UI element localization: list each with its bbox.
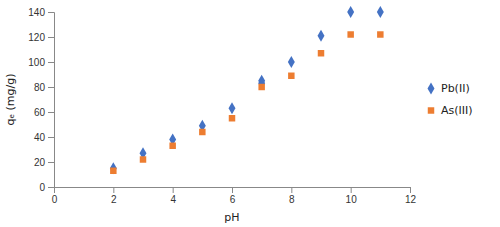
tick-label: 10 — [346, 194, 358, 205]
point — [110, 162, 117, 174]
tick-mark — [48, 112, 54, 113]
tick-mark — [48, 12, 54, 13]
tick-mark — [48, 187, 54, 188]
tick-label: 0 — [52, 194, 58, 205]
series — [110, 31, 383, 174]
tick-label: 100 — [28, 57, 45, 68]
y-axis-title: qₑ (mg/g) — [4, 73, 17, 125]
legend: Pb(II) As(III) — [428, 82, 473, 117]
point — [169, 143, 175, 149]
legend-item: Pb(II) — [428, 82, 470, 95]
point — [377, 6, 384, 18]
point — [258, 84, 264, 90]
tick-label: 120 — [28, 32, 45, 43]
tick: 2 — [111, 187, 117, 205]
legend-item: As(III) — [428, 104, 473, 117]
tick-mark — [232, 187, 233, 193]
point — [199, 129, 205, 135]
tick: 40 — [34, 132, 54, 143]
tick: 10 — [346, 187, 358, 205]
legend-symbol — [428, 107, 434, 113]
point — [347, 6, 354, 18]
tick-mark — [291, 187, 292, 193]
point — [377, 31, 383, 37]
tick-label: 20 — [34, 157, 46, 168]
tick: 8 — [289, 187, 295, 205]
tick-label: 2 — [111, 194, 117, 205]
tick-mark — [410, 187, 411, 193]
point — [318, 50, 324, 56]
legend-label: Pb(II) — [441, 82, 470, 95]
tick-label: 8 — [289, 194, 295, 205]
axis-line — [55, 188, 411, 194]
tick: 0 — [52, 187, 58, 205]
tick: 80 — [34, 82, 54, 93]
tick: 4 — [170, 187, 176, 205]
y-axis: 0 20 40 60 80 100 120 140 — [28, 7, 54, 193]
tick-label: 80 — [34, 82, 46, 93]
point — [229, 102, 236, 114]
tick-mark — [351, 187, 352, 193]
tick: 0 — [39, 182, 54, 193]
tick-mark — [48, 162, 54, 163]
point — [347, 31, 353, 37]
tick-mark — [48, 62, 54, 63]
tick-label: 40 — [34, 132, 46, 143]
point — [229, 115, 235, 121]
legend-label: As(III) — [441, 104, 473, 117]
x-axis: 0 2 4 6 8 10 12 — [52, 187, 417, 205]
tick: 20 — [34, 157, 54, 168]
tick-label: 0 — [39, 182, 45, 193]
plot: 024681012020406080100120140 — [28, 6, 416, 205]
tick-label: 140 — [28, 7, 45, 18]
tick-mark — [173, 187, 174, 193]
point — [318, 30, 325, 42]
tick: 12 — [405, 187, 417, 205]
axis-line — [48, 13, 55, 188]
legend-symbol — [428, 82, 435, 94]
point — [140, 156, 146, 162]
tick: 6 — [230, 187, 236, 205]
tick: 100 — [28, 57, 54, 68]
tick-label: 60 — [34, 107, 46, 118]
tick-label: 12 — [405, 194, 417, 205]
tick-mark — [48, 87, 54, 88]
tick: 120 — [28, 32, 54, 43]
point — [288, 73, 294, 79]
series — [110, 6, 384, 174]
tick-label: 6 — [230, 194, 236, 205]
tick-mark — [48, 137, 54, 138]
tick-mark — [48, 37, 54, 38]
point — [288, 56, 295, 68]
tick-mark — [113, 187, 114, 193]
marks — [110, 6, 384, 174]
tick: 60 — [34, 107, 54, 118]
x-axis-title: pH — [224, 211, 239, 224]
chart: 024681012020406080100120140pHqₑ (mg/g)Pb… — [0, 0, 500, 227]
tick: 140 — [28, 7, 54, 18]
point — [110, 168, 116, 174]
tick-label: 4 — [170, 194, 176, 205]
